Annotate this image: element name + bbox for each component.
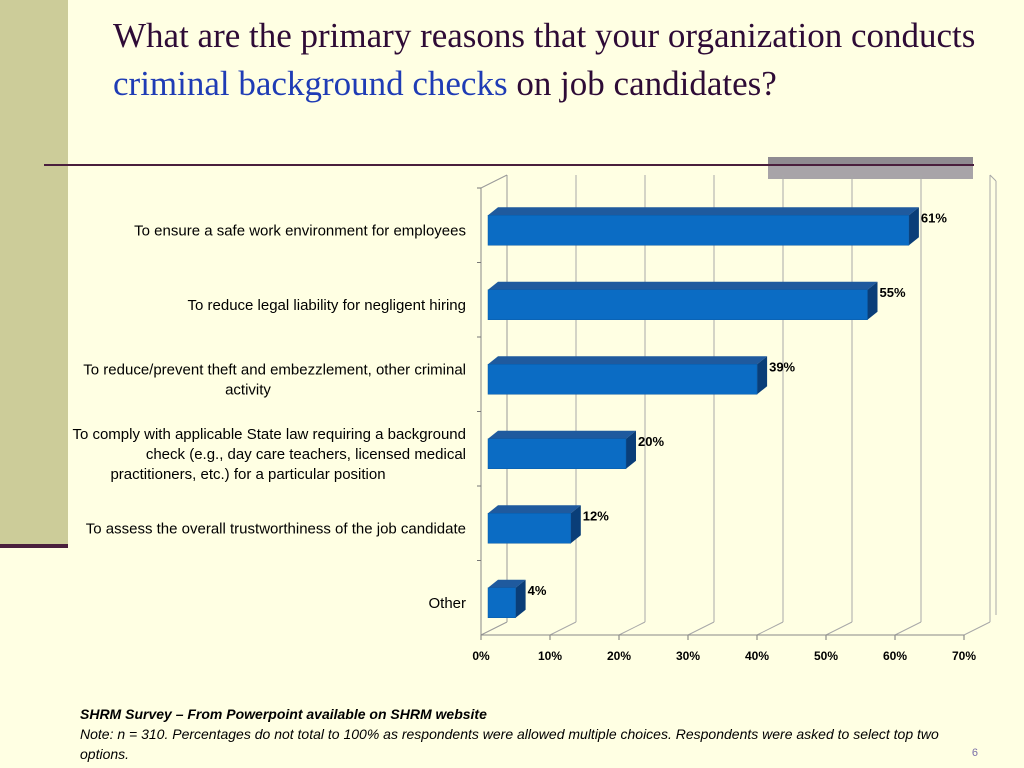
gridline-floor	[825, 621, 853, 636]
bar-top-face	[488, 579, 526, 588]
bar-side-face	[515, 579, 526, 618]
category-label: To reduce/prevent theft and embezzlement…	[83, 361, 466, 378]
gridline-floor	[894, 621, 922, 636]
bar-side-face	[626, 430, 636, 469]
page-number: 6	[971, 747, 978, 759]
bar	[487, 438, 627, 469]
data-label: 39%	[769, 359, 795, 374]
bar-top-face	[488, 207, 919, 216]
category-label: check (e.g., day care teachers, licensed…	[146, 446, 466, 463]
x-tick-label: 60%	[883, 649, 907, 663]
bar	[487, 364, 758, 395]
x-tick-label: 0%	[472, 649, 490, 663]
category-label: To reduce legal liability for negligent …	[188, 297, 467, 314]
gridline-floor	[963, 621, 991, 636]
title-accent-bar	[768, 157, 973, 179]
footer-note: SHRM Survey – From Powerpoint available …	[80, 704, 960, 764]
x-tick-label: 10%	[538, 649, 562, 663]
gridline-floor	[687, 621, 715, 636]
x-tick-label: 20%	[607, 649, 631, 663]
category-label: Other	[428, 595, 466, 612]
bar-top-face	[488, 430, 636, 439]
x-tick-label: 70%	[952, 649, 976, 663]
bar	[487, 289, 868, 320]
category-label: activity	[225, 381, 271, 398]
bar-top-face	[488, 505, 581, 514]
data-label: 55%	[880, 285, 906, 300]
title-divider	[44, 164, 974, 166]
data-label: 20%	[638, 434, 664, 449]
source-citation: SHRM Survey – From Powerpoint available …	[80, 706, 487, 722]
left-decor-band	[0, 0, 68, 548]
data-label: 4%	[528, 583, 547, 598]
category-label: To ensure a safe work environment for em…	[134, 222, 466, 239]
x-tick-label: 40%	[745, 649, 769, 663]
gridline-floor	[549, 621, 577, 636]
bar	[487, 215, 910, 246]
title-highlight: criminal background checks	[113, 64, 508, 103]
bar	[487, 513, 572, 544]
left-band-rule	[0, 544, 68, 548]
bar	[487, 587, 516, 618]
category-label: practitioners, etc.) for a particular po…	[110, 466, 385, 483]
bar-chart: 0% 10% 20% 30% 40% 50% 60% 70% 61% To ensure a sa…	[72, 174, 997, 663]
grid-right-top	[989, 174, 997, 182]
bar-side-face	[908, 207, 919, 246]
title-part-2: on job candidates?	[507, 64, 777, 103]
data-label: 61%	[921, 210, 947, 225]
axis-floor-edge	[480, 621, 508, 636]
axis-top-edge	[480, 174, 508, 189]
gridline-floor	[618, 621, 646, 636]
category-label: To assess the overall trustworthiness of…	[86, 520, 466, 537]
bar-top-face	[488, 281, 878, 290]
x-tick-label: 30%	[676, 649, 700, 663]
bar-top-face	[488, 356, 768, 365]
slide-title: What are the primary reasons that your o…	[113, 12, 993, 108]
data-label: 12%	[583, 508, 609, 523]
category-label: To comply with applicable State law requ…	[72, 426, 466, 443]
gridline-floor	[756, 621, 784, 636]
bar-side-face	[867, 281, 878, 320]
bar-side-face	[570, 505, 581, 544]
bar-side-face	[757, 356, 768, 395]
survey-note: Note: n = 310. Percentages do not total …	[80, 726, 939, 762]
title-part-1: What are the primary reasons that your o…	[113, 16, 976, 55]
x-tick-label: 50%	[814, 649, 838, 663]
